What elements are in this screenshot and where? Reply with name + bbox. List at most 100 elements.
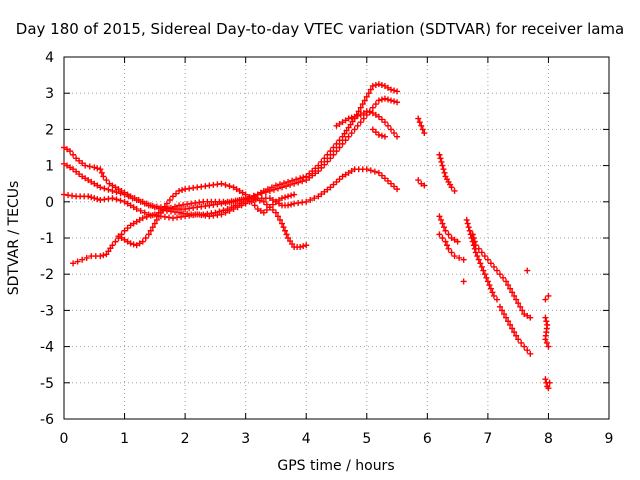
data-point: [381, 175, 388, 182]
x-tick-label: 1: [120, 431, 129, 447]
data-point: [295, 179, 302, 186]
x-tick-label: 0: [60, 431, 69, 447]
data-point: [266, 204, 273, 211]
data-point: [440, 224, 447, 231]
data-point: [280, 224, 287, 231]
data-point: [155, 213, 162, 220]
data-point: [127, 222, 134, 229]
data-point: [355, 108, 362, 115]
data-point: [436, 151, 443, 158]
data-point: [439, 220, 446, 227]
data-point: [505, 282, 512, 289]
data-point: [436, 213, 443, 220]
data-point: [321, 188, 328, 195]
data-point: [242, 191, 249, 198]
data-point: [481, 271, 488, 278]
data-point: [333, 148, 340, 155]
data-point: [521, 311, 528, 318]
data-point: [490, 292, 497, 299]
data-point: [388, 126, 394, 133]
data-point: [291, 191, 298, 198]
data-point: [471, 238, 478, 245]
data-point: [121, 227, 128, 234]
data-point: [64, 162, 71, 169]
data-point: [121, 191, 128, 198]
data-point: [141, 200, 148, 207]
data-point: [363, 166, 370, 173]
data-point: [276, 181, 283, 188]
y-tick-label: 3: [45, 86, 54, 102]
data-point: [349, 118, 356, 125]
data-point: [460, 256, 467, 263]
data-point: [234, 204, 241, 211]
data-point: [282, 194, 289, 201]
data-point: [166, 196, 173, 203]
data-point: [252, 196, 259, 203]
data-point: [97, 253, 104, 260]
data-point: [542, 376, 549, 383]
data-point: [79, 256, 86, 263]
data-point: [441, 169, 448, 176]
data-point: [372, 101, 379, 108]
data-point: [306, 174, 313, 181]
data-point: [419, 126, 426, 133]
data-point: [445, 231, 452, 238]
data-point: [384, 122, 391, 129]
data-point: [262, 189, 269, 196]
data-point: [375, 169, 382, 176]
data-point: [513, 332, 520, 339]
data-point: [133, 206, 140, 213]
data-point: [269, 201, 276, 208]
data-point: [143, 213, 150, 220]
data-point: [363, 108, 370, 115]
data-point: [451, 253, 458, 260]
data-point: [279, 195, 285, 202]
data-point: [130, 204, 137, 211]
data-point: [542, 336, 549, 343]
data-point: [263, 201, 270, 208]
data-point: [486, 282, 493, 289]
data-point: [239, 189, 246, 196]
data-point: [285, 193, 292, 200]
data-point: [136, 216, 143, 223]
data-point: [515, 336, 522, 343]
data-point: [85, 177, 92, 184]
data-point: [218, 211, 225, 218]
data-point: [333, 178, 340, 185]
data-point: [339, 133, 346, 140]
data-point: [484, 278, 491, 285]
y-tick-label: -4: [40, 340, 54, 356]
data-point: [70, 166, 77, 173]
data-point: [236, 187, 243, 194]
data-point: [487, 285, 494, 292]
data-point: [127, 202, 134, 209]
data-point: [266, 187, 273, 194]
data-point: [469, 231, 476, 238]
series-track-g: [415, 115, 467, 263]
data-point: [109, 195, 116, 202]
data-point: [483, 274, 490, 281]
data-point: [91, 195, 98, 202]
data-point: [163, 200, 170, 207]
data-point: [324, 158, 331, 165]
data-point: [381, 133, 388, 140]
data-point: [484, 256, 491, 263]
data-point: [315, 168, 322, 175]
data-point: [285, 202, 292, 209]
data-point: [521, 343, 528, 350]
data-point: [137, 207, 144, 214]
data-point: [109, 182, 116, 189]
data-point: [545, 292, 552, 299]
x-tick-label: 8: [544, 431, 553, 447]
data-point: [297, 175, 304, 182]
data-point: [456, 254, 463, 261]
data-point: [230, 206, 237, 213]
data-point: [341, 130, 348, 137]
data-point: [464, 220, 471, 227]
data-point: [260, 198, 267, 205]
data-point: [272, 198, 279, 205]
data-point: [518, 339, 525, 346]
data-point: [372, 111, 379, 118]
data-point: [91, 180, 98, 187]
